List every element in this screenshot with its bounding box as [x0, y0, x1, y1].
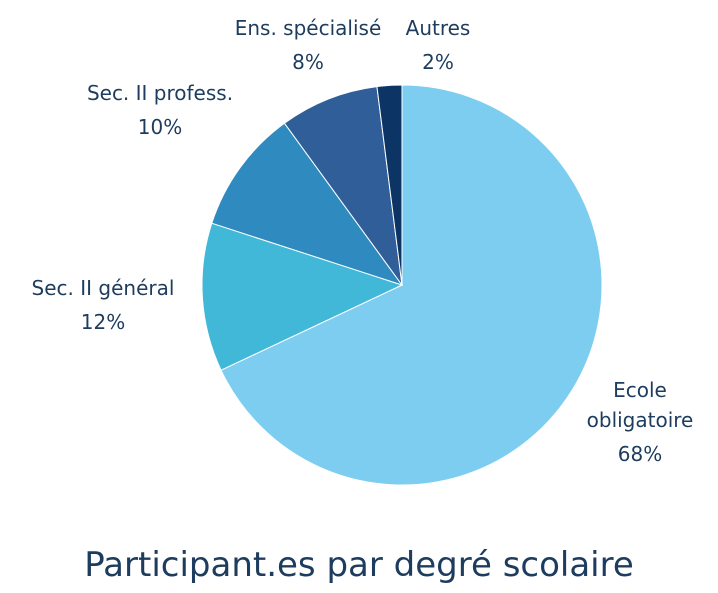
- category-label: Sec. II profess.: [86, 81, 234, 105]
- chart-title: Participant.es par degré scolaire: [84, 545, 634, 585]
- pie-slice: [220, 84, 603, 486]
- category-label: Sec. II général: [31, 276, 175, 300]
- slice-label: Ecole obligatoire 68%: [580, 375, 700, 469]
- category-label: Ens. spécialisé: [234, 16, 382, 40]
- value-label: 8%: [292, 50, 324, 74]
- category-label: Ecole obligatoire: [586, 378, 694, 432]
- category-label: Autres: [405, 16, 471, 40]
- value-label: 10%: [137, 115, 183, 139]
- pie-slice: [376, 84, 403, 286]
- pie-slice: [211, 122, 404, 286]
- slice-label: Ens. spécialisé 8%: [208, 13, 408, 77]
- value-label: 12%: [80, 310, 126, 334]
- value-label: 2%: [422, 50, 454, 74]
- value-label: 68%: [617, 442, 663, 466]
- pie-slice: [201, 222, 404, 371]
- slice-label: Sec. II général 12%: [3, 273, 203, 337]
- slice-label: Autres 2%: [378, 13, 498, 77]
- pie-slice: [283, 86, 403, 286]
- slice-label: Sec. II profess. 10%: [50, 78, 270, 142]
